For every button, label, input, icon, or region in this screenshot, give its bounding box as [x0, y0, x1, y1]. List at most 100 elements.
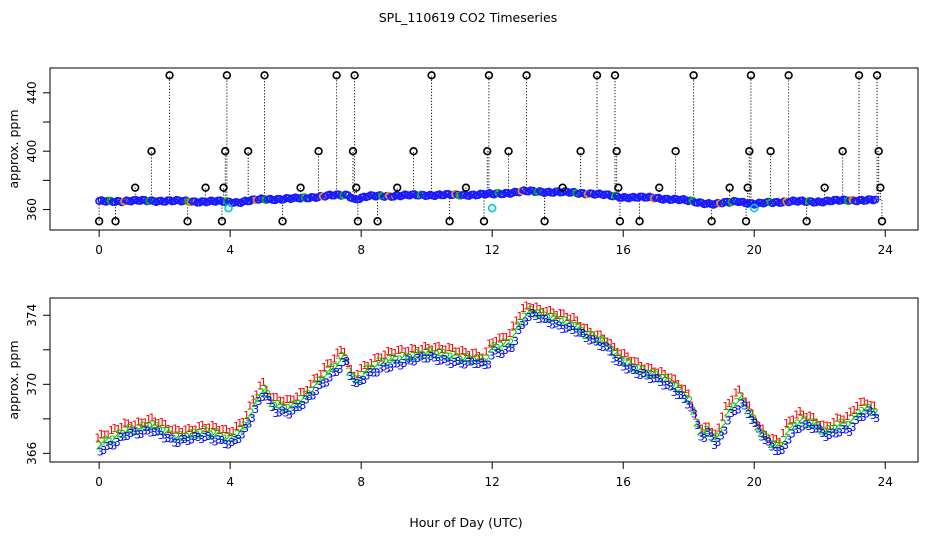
series-1-marker: 1	[526, 301, 533, 314]
series-1-marker: 1	[385, 345, 392, 358]
series-1-marker: 1	[496, 332, 503, 345]
series-3-marker: 3	[667, 381, 674, 394]
series-3-marker: 3	[637, 369, 644, 382]
series-2-marker: 2	[700, 427, 707, 440]
top-y-tick-label: 440	[25, 81, 39, 104]
series-3-marker: 3	[293, 401, 300, 414]
series-2-marker: 2	[416, 348, 423, 361]
series-3-marker: 3	[276, 406, 283, 419]
series-2-marker: 2	[619, 356, 626, 369]
series-3-marker: 3	[785, 433, 792, 446]
series-2-marker: 2	[295, 398, 302, 411]
series-3-marker: 3	[158, 429, 165, 442]
series-3-marker: 3	[330, 367, 337, 380]
series-2-marker: 2	[214, 426, 221, 439]
series-2-marker: 2	[453, 351, 460, 364]
series-1-marker: 1	[375, 351, 382, 364]
series-2-marker: 2	[345, 366, 352, 379]
outlier-point	[784, 71, 793, 80]
outlier-point	[743, 183, 752, 192]
series-2-marker: 2	[602, 336, 609, 349]
series-2-marker: 2	[362, 364, 369, 377]
outlier-point	[219, 183, 228, 192]
series-1-marker: 1	[753, 416, 760, 429]
series-1-marker: 1	[688, 400, 695, 413]
series-2-marker: 2	[312, 378, 319, 391]
outlier-point	[802, 217, 811, 226]
series-3-marker: 3	[438, 354, 445, 367]
series-2-marker: 2	[315, 374, 322, 387]
series-1-marker: 1	[371, 352, 378, 365]
outlier-point	[689, 71, 698, 80]
series-1-marker: 1	[682, 383, 689, 396]
series-2-marker: 2	[180, 431, 187, 444]
series-1-marker: 1	[408, 342, 415, 355]
series-1-marker: 1	[422, 340, 429, 353]
series-1-marker: 1	[803, 411, 810, 424]
series-3-marker: 3	[721, 424, 728, 437]
series-2-marker: 2	[784, 425, 791, 438]
series-2-marker: 2	[737, 390, 744, 403]
series-3-marker: 3	[181, 433, 188, 446]
series-2-marker: 2	[531, 308, 538, 321]
series-3-marker: 3	[417, 350, 424, 363]
series-1-marker: 1	[233, 420, 240, 433]
series-2-marker: 2	[281, 403, 288, 416]
series-3-marker: 3	[498, 348, 505, 361]
series-1-marker: 1	[847, 406, 854, 419]
series-1-marker: 1	[128, 420, 135, 433]
series-2-marker: 2	[308, 385, 315, 398]
series-3-marker: 3	[141, 425, 148, 438]
series-1-marker: 1	[712, 427, 719, 440]
top-x-tick-label: 16	[616, 243, 631, 257]
series-3-marker: 3	[380, 361, 387, 374]
series-2-marker: 2	[410, 350, 417, 363]
series-1-marker: 1	[243, 409, 250, 422]
series-2-marker: 2	[244, 415, 251, 428]
series-3-marker: 3	[640, 367, 647, 380]
series-2-marker: 2	[585, 329, 592, 342]
series-1-marker: 1	[780, 427, 787, 440]
series-3-marker: 3	[404, 354, 411, 367]
series-3-marker: 3	[684, 398, 691, 411]
series-3-marker: 3	[97, 446, 104, 459]
series-1-marker: 1	[246, 400, 253, 413]
series-3-marker: 3	[546, 317, 553, 330]
series-3-marker: 3	[863, 407, 870, 420]
series-3-marker: 3	[239, 428, 246, 441]
series-3-marker: 3	[654, 372, 661, 385]
top-x-tick-label: 20	[747, 243, 762, 257]
series-3-marker: 3	[333, 366, 340, 379]
series-3-marker: 3	[728, 407, 735, 420]
series-3-marker: 3	[849, 421, 856, 434]
outlier-point	[461, 183, 471, 192]
series-3-marker: 3	[272, 407, 279, 420]
series-3-marker: 3	[509, 342, 516, 355]
series-2-marker: 2	[447, 350, 454, 363]
series-2-marker: 2	[423, 346, 430, 359]
bottom-x-tick-label: 8	[357, 475, 365, 489]
series-2-marker: 2	[322, 369, 329, 382]
series-3-marker: 3	[387, 361, 394, 374]
series-2-marker: 2	[696, 425, 703, 438]
series-2-marker: 2	[727, 401, 734, 414]
series-2-marker: 2	[433, 348, 440, 361]
series-1-marker: 1	[483, 345, 490, 358]
series-1-marker: 1	[560, 307, 567, 320]
series-2-marker: 2	[261, 383, 268, 396]
series-2-marker: 2	[207, 428, 214, 441]
series-2-marker: 2	[730, 401, 737, 414]
series-1-marker: 1	[655, 367, 662, 380]
series-3-marker: 3	[596, 340, 603, 353]
outlier-point	[576, 146, 585, 156]
series-2-marker: 2	[332, 361, 339, 374]
series-2-marker: 2	[801, 414, 808, 427]
series-1-marker: 1	[742, 396, 749, 409]
series-2-marker: 2	[804, 418, 811, 431]
series-1-marker: 1	[442, 343, 449, 356]
series-2-marker: 2	[383, 356, 390, 369]
series-3-marker: 3	[218, 434, 225, 447]
series-2-marker: 2	[612, 347, 619, 360]
bottom-x-tick-label: 16	[616, 475, 631, 489]
